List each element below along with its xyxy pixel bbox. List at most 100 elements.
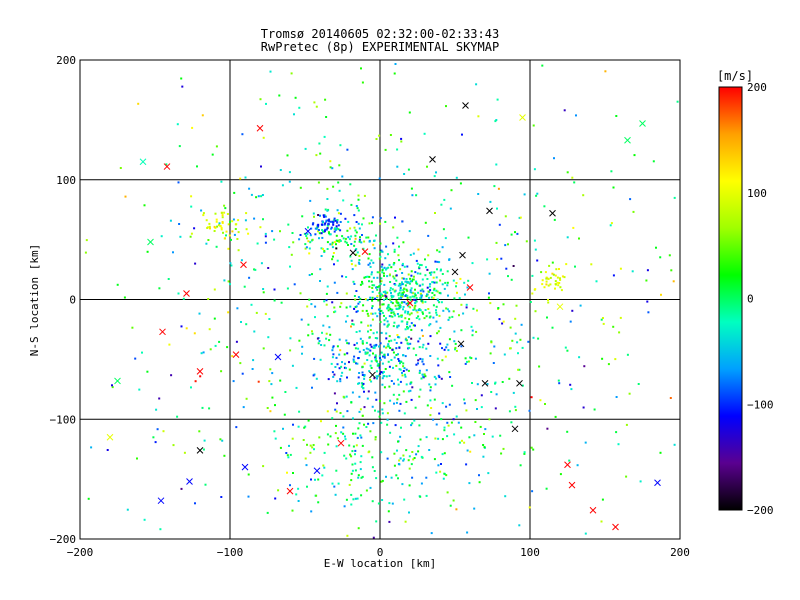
data-point [438,291,441,294]
data-point [455,415,458,418]
data-point [420,264,423,267]
data-point [221,439,224,442]
data-point [384,292,387,295]
data-point [398,259,400,262]
data-point [331,417,334,420]
data-point [327,378,330,381]
data-point [87,497,90,500]
data-point [323,451,326,454]
data-point [262,218,264,221]
data-point [215,218,218,221]
data-point [289,265,291,268]
data-point [284,391,287,393]
data-point [424,375,427,378]
data-point [229,262,232,265]
data-point [335,424,337,427]
data-point [334,219,337,222]
data-point [446,343,449,346]
data-point [371,312,374,315]
data-point [352,358,355,361]
data-point [309,444,312,447]
data-point [371,405,374,408]
data-point [361,280,363,283]
data-point [397,324,400,327]
data-point [455,282,458,284]
data-point [346,148,349,151]
data-point [445,307,448,310]
data-point [262,465,265,468]
data-point [324,208,327,211]
data-point [371,305,374,308]
data-point [413,306,416,309]
cross-marker [369,371,376,379]
data-point [328,233,331,236]
data-point [445,405,448,408]
data-point [136,457,138,460]
data-point [514,317,517,320]
data-point [491,435,494,438]
data-point [254,268,257,271]
data-point [376,286,379,289]
data-point [335,410,338,413]
cross-marker [232,351,240,358]
data-point [303,426,306,429]
data-point [331,167,334,170]
data-point [404,284,407,287]
data-point [311,386,313,389]
data-point [393,313,396,316]
data-point [378,177,381,180]
data-point [392,351,395,354]
data-point [400,140,403,143]
data-point [407,310,410,313]
data-point [332,345,335,348]
data-point [257,195,260,198]
data-point [409,296,412,299]
data-point [399,457,402,460]
data-point [402,362,405,365]
data-point [575,114,577,117]
data-point [326,285,329,288]
data-point [340,365,343,368]
data-point [396,398,399,401]
data-point [465,306,468,309]
data-point [405,278,408,280]
data-point [402,354,405,357]
data-point [498,223,501,226]
data-point [452,310,455,313]
data-point [398,459,401,462]
data-point [415,297,418,299]
data-point [381,383,384,386]
data-point [350,263,353,266]
cross-marker [564,461,571,469]
data-point [427,254,430,257]
data-point [215,145,218,148]
data-point [389,134,392,136]
data-point [376,295,379,298]
data-point [424,274,427,277]
data-point [343,366,346,369]
data-point [441,359,444,362]
data-point [407,168,410,171]
data-point [341,275,344,278]
data-point [410,337,413,340]
data-point [379,372,381,375]
data-point [369,378,371,381]
data-point [424,309,427,311]
data-point [430,296,433,299]
data-point [429,323,432,326]
data-point [361,309,364,312]
data-point [208,407,211,410]
data-point [532,336,535,339]
data-point [362,349,365,351]
data-point [439,470,442,473]
data-point [417,315,420,318]
data-point [311,330,313,333]
data-point [310,510,313,513]
data-point [466,360,468,363]
data-point [338,164,341,167]
data-point [287,456,290,459]
data-point [159,528,162,531]
data-point [345,306,348,309]
data-point [314,233,317,236]
